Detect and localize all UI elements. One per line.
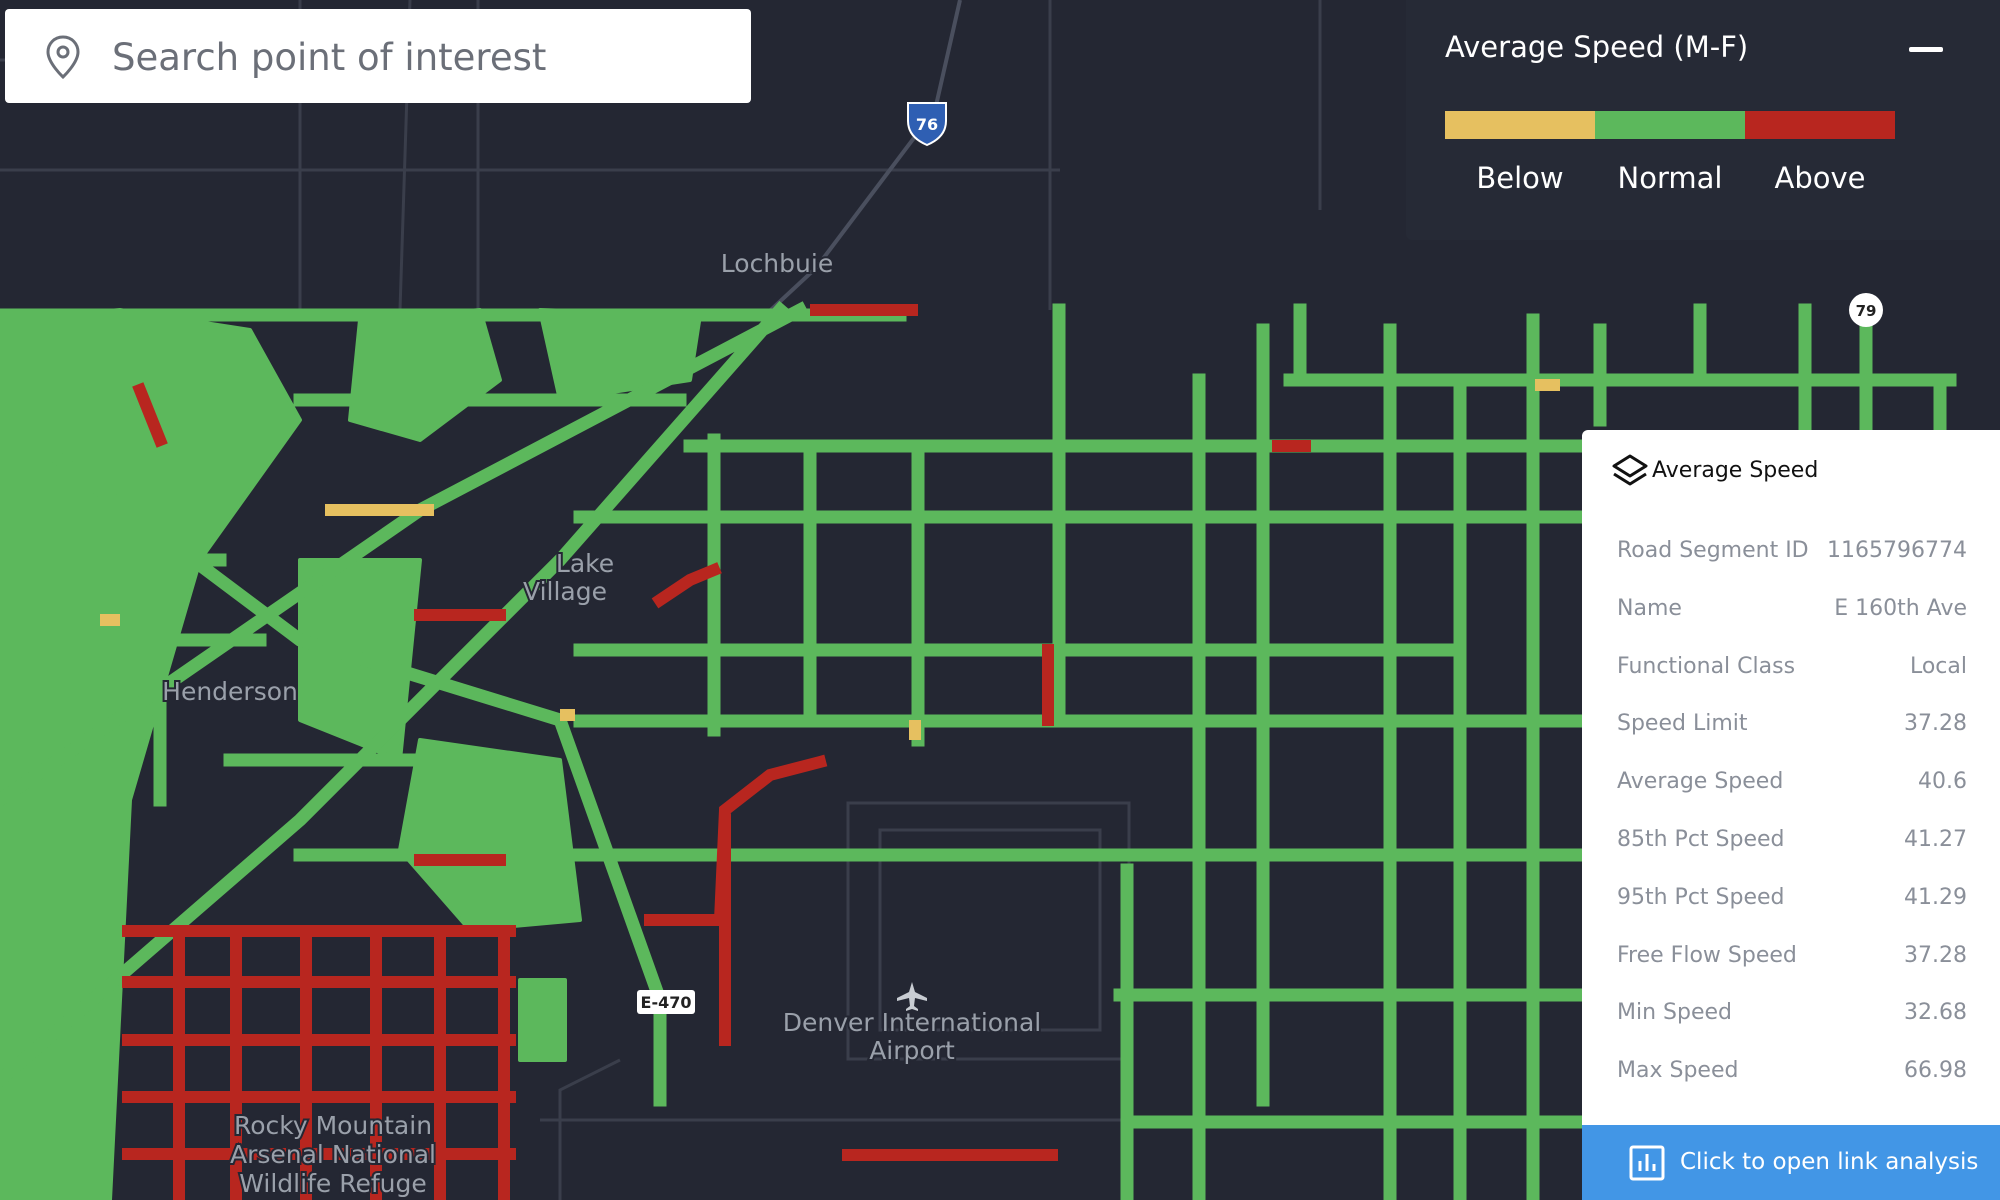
row-label: Free Flow Speed — [1617, 942, 1797, 968]
row-label: Speed Limit — [1617, 711, 1748, 737]
info-row: Average Speed 40.6 — [1617, 769, 1967, 794]
info-row: 95th Pct Speed 41.29 — [1617, 885, 1967, 910]
airport-label: Denver International — [783, 1008, 1041, 1037]
above-roads — [122, 304, 1311, 1200]
legend-label: Normal — [1617, 161, 1723, 195]
row-label: Road Segment ID — [1617, 538, 1809, 563]
search-box[interactable]: Search point of interest — [5, 9, 751, 103]
chart-icon — [1629, 1145, 1665, 1181]
info-row: Name E 160th Ave — [1617, 596, 1967, 621]
shield-label: 76 — [916, 115, 938, 134]
row-value: 37.28 — [1904, 942, 1967, 968]
info-row: Speed Limit 37.28 — [1617, 711, 1967, 736]
refuge-label: Wildlife Refuge — [239, 1169, 426, 1198]
highway-shield — [637, 990, 695, 1014]
legend-label: Above — [1774, 161, 1866, 195]
normal-roads — [0, 300, 1957, 1200]
panel-title: Average Speed — [1652, 458, 1819, 483]
legend-bar — [1445, 111, 1895, 139]
pin-icon — [46, 35, 80, 80]
row-value: E 160th Ave — [1834, 595, 1967, 621]
refuge-label: Rocky Mountain — [234, 1111, 432, 1140]
row-value: Local — [1909, 653, 1967, 679]
row-value: 37.28 — [1904, 711, 1967, 737]
interstate-shield — [907, 102, 947, 147]
info-row: Max Speed 66.98 — [1617, 1058, 1967, 1083]
airport-icon — [897, 982, 927, 1011]
info-row: Functional Class Local — [1617, 654, 1967, 679]
legend-swatch — [1595, 111, 1745, 139]
info-row: Free Flow Speed 37.28 — [1617, 943, 1967, 968]
row-label: Name — [1617, 595, 1682, 621]
airport-label: Airport — [869, 1036, 955, 1065]
legend-swatch — [1745, 111, 1895, 139]
interstate — [758, 0, 962, 322]
row-value: 32.68 — [1904, 1000, 1967, 1026]
legend-labels: Below Normal Above — [1445, 161, 1895, 195]
shield-label: E-470 — [641, 993, 692, 1012]
button-label: Click to open link analysis — [1680, 1149, 1979, 1175]
layers-icon — [1612, 454, 1648, 486]
legend-title: Average Speed (M-F) — [1445, 30, 1749, 64]
route-shield — [1849, 293, 1883, 327]
map-labels: Lochbuie Henderson Lake Village Denver I… — [160, 102, 1883, 1200]
collapse-button[interactable] — [1909, 47, 1943, 52]
row-value: 41.27 — [1904, 827, 1967, 852]
legend: Average Speed (M-F) Below Normal Above — [1406, 0, 2000, 240]
search-placeholder: Search point of interest — [112, 36, 547, 79]
refuge-label: Arsenal National — [230, 1140, 436, 1169]
info-panel: Average Speed Click to open link analysi… — [1582, 430, 2000, 1200]
shield-label: 79 — [1856, 302, 1877, 320]
legend-swatch — [1445, 111, 1595, 139]
town-label: Lochbuie — [721, 249, 833, 278]
row-value: 1165796774 — [1827, 538, 1967, 563]
row-label: Min Speed — [1617, 1000, 1732, 1026]
link-analysis-button[interactable]: Click to open link analysis — [1582, 1125, 2000, 1200]
row-label: Functional Class — [1617, 653, 1796, 679]
legend-label: Below — [1476, 161, 1564, 195]
row-value: 40.6 — [1918, 769, 1967, 795]
info-row: 85th Pct Speed 41.27 — [1617, 827, 1967, 852]
town-label: Henderson — [162, 677, 298, 706]
row-value: 66.98 — [1904, 1058, 1967, 1084]
below-roads — [100, 379, 1560, 740]
info-row: Road Segment ID 1165796774 — [1617, 538, 1967, 563]
row-value: 41.29 — [1904, 884, 1967, 910]
town-label: Lake — [556, 549, 614, 578]
info-row: Min Speed 32.68 — [1617, 1000, 1967, 1025]
town-label: Village — [523, 577, 607, 606]
row-label: Average Speed — [1617, 769, 1784, 795]
row-label: 85th Pct Speed — [1617, 827, 1785, 852]
row-label: Max Speed — [1617, 1058, 1739, 1084]
row-label: 95th Pct Speed — [1617, 884, 1785, 910]
speed-roads — [0, 300, 1957, 1200]
